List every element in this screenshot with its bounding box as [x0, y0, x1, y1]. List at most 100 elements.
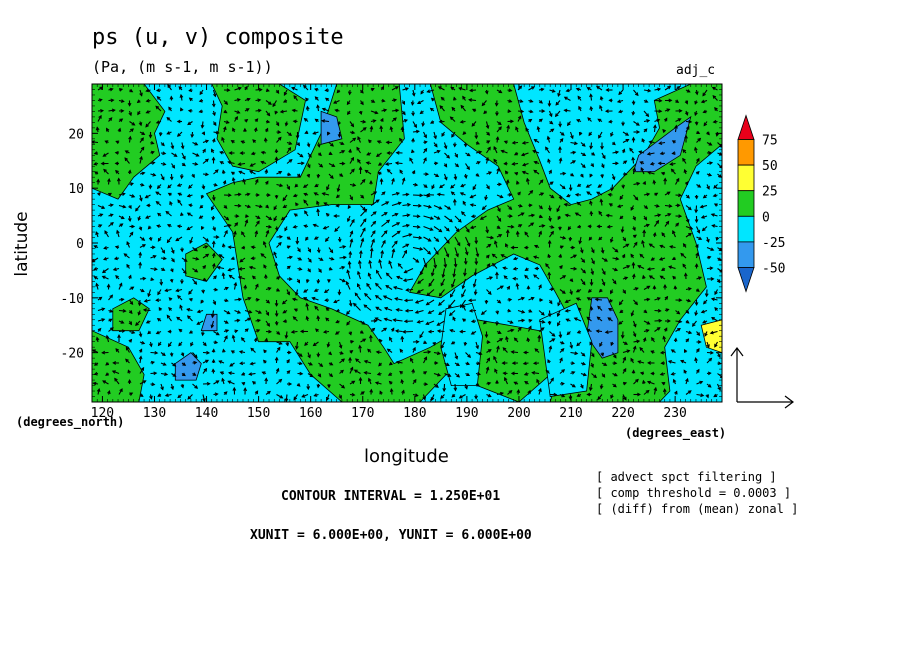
wind-arrow — [104, 140, 109, 144]
wind-arrow — [633, 181, 641, 186]
wind-arrow — [395, 360, 403, 365]
wind-arrow — [463, 142, 468, 148]
wind-arrow — [590, 352, 595, 358]
wind-arrow — [475, 247, 480, 258]
wind-arrow — [97, 204, 106, 209]
wind-arrow — [305, 302, 309, 311]
wind-arrow — [533, 169, 540, 175]
wind-arrow — [547, 100, 552, 108]
wind-arrow — [223, 335, 228, 343]
wind-arrow — [637, 360, 645, 364]
wind-arrow — [213, 183, 218, 187]
wind-arrow — [486, 140, 491, 144]
wind-arrow — [460, 183, 466, 188]
wind-arrow — [211, 148, 215, 154]
wind-arrow — [608, 308, 613, 312]
wind-arrow — [444, 152, 451, 159]
wind-arrow — [423, 147, 428, 154]
wind-arrow — [453, 173, 458, 181]
wind-arrow — [191, 173, 195, 179]
wind-arrow — [517, 296, 525, 301]
wind-arrow — [685, 125, 690, 133]
wind-arrow — [128, 110, 132, 117]
wind-arrow — [643, 192, 651, 197]
wind-arrow — [138, 261, 143, 269]
wind-arrow — [171, 257, 175, 263]
wind-arrow — [97, 108, 105, 113]
wind-arrow — [652, 179, 657, 185]
wind-arrow — [533, 274, 540, 280]
wind-arrow — [286, 359, 290, 364]
wind-arrow — [658, 141, 666, 145]
wind-arrow — [375, 269, 382, 280]
wind-arrow — [671, 151, 676, 155]
wind-arrow — [282, 204, 288, 208]
wind-arrow — [633, 234, 637, 239]
wind-arrow — [558, 157, 563, 164]
wind-arrow — [586, 316, 592, 322]
wind-arrow — [139, 366, 145, 374]
wind-arrow — [139, 340, 146, 345]
wind-arrow — [558, 146, 562, 153]
wind-arrow — [370, 119, 377, 123]
wind-arrow — [425, 299, 435, 306]
wind-arrow — [318, 152, 322, 157]
wind-arrow — [618, 299, 624, 306]
wind-arrow — [118, 215, 125, 220]
wind-arrow — [317, 142, 321, 148]
wind-arrow — [570, 160, 577, 164]
wind-arrow — [239, 151, 246, 155]
wind-arrow — [450, 184, 456, 189]
wind-arrow — [156, 184, 162, 190]
wind-arrow — [433, 142, 438, 148]
wind-arrow — [234, 203, 242, 208]
x-tick-label: 180 — [403, 406, 426, 421]
wind-arrow — [629, 147, 634, 154]
wind-arrow — [211, 215, 216, 221]
wind-arrow — [496, 299, 502, 304]
wind-arrow — [595, 329, 603, 334]
wind-arrow — [360, 89, 364, 94]
wind-arrow — [605, 213, 613, 218]
wind-arrow — [503, 140, 508, 145]
wind-arrow — [475, 361, 481, 366]
wind-arrow — [549, 392, 558, 397]
wind-arrow — [171, 362, 177, 367]
wind-arrow — [486, 393, 492, 398]
wind-arrow — [349, 380, 356, 385]
wind-arrow — [180, 352, 185, 357]
wind-arrow — [186, 193, 193, 198]
wind-arrow — [212, 226, 216, 232]
wind-arrow — [139, 146, 145, 154]
wind-arrow — [262, 240, 267, 248]
wind-arrow — [255, 310, 262, 314]
wind-arrow — [664, 308, 670, 312]
wind-arrow — [202, 139, 210, 144]
wind-arrow — [242, 178, 246, 185]
wind-arrow — [575, 297, 582, 301]
wind-arrow — [706, 266, 714, 271]
wind-arrow — [391, 248, 396, 259]
x-tick-label: 200 — [507, 406, 530, 421]
wind-arrow — [93, 362, 99, 366]
wind-arrow — [118, 297, 125, 302]
wind-arrow — [417, 278, 424, 284]
wind-arrow — [302, 184, 309, 188]
wind-arrow — [416, 100, 424, 104]
wind-arrow — [704, 289, 709, 298]
wind-arrow — [97, 114, 102, 122]
wind-arrow — [545, 263, 550, 269]
wind-arrow — [434, 361, 439, 365]
wind-arrow — [524, 381, 529, 385]
wind-arrow — [601, 152, 606, 160]
wind-arrow — [127, 169, 132, 175]
wind-arrow — [527, 389, 531, 395]
wind-arrow — [287, 350, 292, 355]
wind-arrow — [570, 371, 576, 375]
wind-arrow — [254, 283, 259, 290]
wind-arrow — [416, 289, 424, 293]
wind-arrow — [286, 131, 293, 137]
wind-arrow — [186, 226, 193, 231]
wind-arrow — [263, 264, 267, 269]
wind-arrow — [495, 110, 499, 117]
